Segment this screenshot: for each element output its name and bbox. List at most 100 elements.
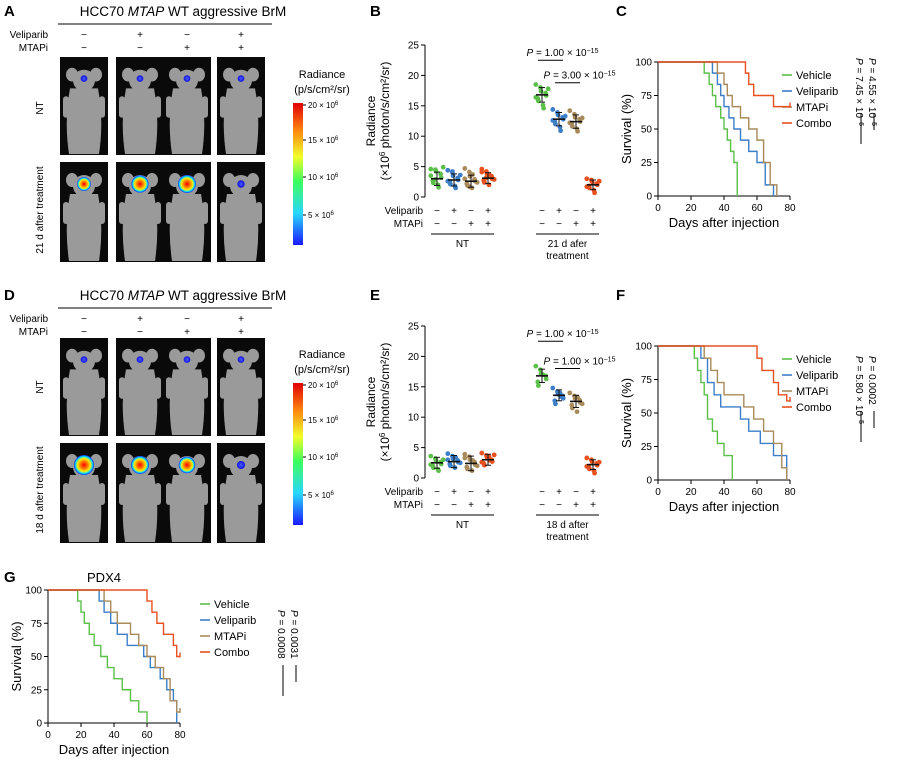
x-tick-label: 80 [174, 730, 186, 741]
colorbar-D: Radiance (p/s/cm²/sr) 20 × 106 15 × 106 10… [293, 349, 350, 525]
legend-label: Veliparib [796, 86, 838, 98]
data-point [431, 180, 436, 186]
sign-veliparib: + [556, 487, 562, 498]
mouse-arm [202, 202, 208, 224]
sign-veliparib: − [81, 314, 87, 325]
sign-veliparib: + [590, 487, 596, 498]
group-label-treated: 18 d after [546, 520, 589, 531]
mouse-image-treated [163, 443, 211, 543]
sign-veliparib: − [573, 487, 579, 498]
survival-curve-vehicle [658, 61, 738, 196]
mouse-torso [223, 369, 259, 436]
p-value: P = 5.80 × 10−5 [853, 356, 865, 424]
y-axis-label: Radiance(×106 photon/s/cm²/sr) [364, 62, 392, 181]
y-axis-label: Survival (%) [619, 378, 634, 448]
y-tick-label: 0 [646, 192, 652, 203]
mouse-arm [202, 96, 208, 118]
sign-mtapi: − [81, 327, 87, 338]
sign-veliparib: − [434, 206, 440, 217]
mouse-arm [63, 202, 69, 224]
mouse-arm [99, 377, 105, 399]
p-exp: −15 [604, 356, 616, 363]
data-point [592, 190, 597, 196]
row-label-veliparib: Veliparib [385, 487, 424, 498]
mouse-body [220, 454, 262, 542]
colorbar-tick-label: 15 × 106 [308, 416, 339, 425]
mouse-body [220, 173, 262, 261]
chart-F: 0 25 50 75 100 0 20 40 60 80 Days after injection S… [619, 342, 877, 515]
y-axis-label-line1: Radiance [364, 95, 378, 146]
sign-mtapi: + [485, 500, 491, 511]
x-tick-label: 80 [784, 487, 796, 498]
data-point [596, 178, 602, 184]
data-point [579, 115, 585, 121]
legend-label: Combo [796, 118, 831, 130]
mouse-image-treated [163, 162, 211, 262]
y-tick-label: 5 [413, 443, 419, 454]
p-eq: = 4.55 × 10 [866, 65, 877, 119]
data-point [550, 385, 556, 391]
mouse-torso [122, 475, 158, 542]
data-point [553, 121, 558, 127]
x-tick-label: 20 [75, 730, 87, 741]
mouse-image-treated [60, 443, 108, 543]
legend-label: MTAPi [796, 386, 828, 398]
sign-mtapi: + [485, 219, 491, 230]
mouse-arm [166, 377, 172, 399]
chart-C: 0 25 50 75 100 0 20 40 60 80 Days after injection S… [619, 58, 878, 231]
bioluminescence-signal [74, 455, 94, 475]
survival-curve-mtapi [658, 345, 788, 480]
y-tick-label: 75 [641, 91, 653, 102]
panel-letter-D: D [4, 287, 15, 304]
group-label-treated-line2: treatment [546, 251, 588, 262]
y-tick-label: 20 [408, 71, 420, 82]
data-point [462, 455, 468, 461]
data-point [562, 113, 568, 119]
data-point [533, 363, 539, 369]
sign-veliparib: − [573, 206, 579, 217]
mouse-arm [155, 377, 161, 399]
bioluminescence-signal [237, 356, 245, 363]
bioluminescence-signal [80, 356, 88, 363]
sign-veliparib: + [485, 487, 491, 498]
p-eq: = 0.0031 [288, 617, 299, 659]
data-point [457, 172, 463, 178]
panel-D-treat-label: 18 d after treatment [35, 446, 46, 533]
legend-label: MTAPi [796, 102, 828, 114]
mouse-image-nt [217, 338, 265, 436]
mouse-torso [169, 88, 205, 155]
sign-veliparib: − [184, 30, 190, 41]
mouse-image-treated [60, 162, 108, 262]
y-tick-label: 50 [641, 409, 653, 420]
mouse-arm [220, 96, 226, 118]
sign-veliparib: + [238, 314, 244, 325]
mouse-arm [63, 483, 69, 505]
sign-mtapi: + [573, 219, 579, 230]
data-point [555, 112, 561, 118]
sign-veliparib: − [434, 487, 440, 498]
chart-E: 0 5 10 15 20 25 Radiance(×106 photon/s/cm²/sr)… [364, 322, 616, 544]
y-tick-label: 10 [408, 132, 420, 143]
colorbar-D-title1: Radiance [299, 349, 345, 361]
panel-A-nt-label: NT [35, 101, 46, 114]
x-tick-label: 60 [141, 730, 153, 741]
sign-veliparib: − [184, 314, 190, 325]
chart-title: PDX4 [87, 570, 121, 585]
sign-mtapi: − [556, 219, 562, 230]
x-tick-label: 20 [685, 203, 697, 214]
p-eq: = 1.00 × 10 [533, 329, 587, 340]
data-point [428, 453, 434, 459]
mouse-image-nt [163, 57, 211, 155]
legend-label: Combo [796, 402, 831, 414]
mouse-body [220, 67, 262, 155]
y-tick-label: 20 [408, 352, 420, 363]
bioluminescence-signal [178, 456, 196, 474]
y-tick-label: 10 [408, 413, 420, 424]
data-point [553, 401, 558, 407]
x-axis-label: Days after injection [669, 215, 780, 230]
y-axis-label-unit: photon/s/cm²/sr) [378, 343, 392, 433]
panel-D: D HCC70 MTAP WT aggressive BrM Veliparib… [4, 287, 286, 543]
data-point [436, 184, 441, 190]
panel-D-title: HCC70 MTAP WT aggressive BrM [80, 288, 287, 303]
data-point [533, 94, 539, 100]
